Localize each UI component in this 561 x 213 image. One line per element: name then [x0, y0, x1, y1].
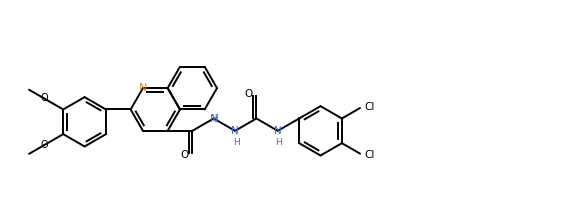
Text: O: O — [180, 150, 188, 160]
Text: N: N — [274, 126, 282, 136]
Text: N: N — [231, 126, 239, 136]
Text: O: O — [40, 140, 48, 150]
Text: N: N — [139, 83, 147, 93]
Text: N: N — [210, 114, 218, 124]
Text: H: H — [275, 138, 282, 147]
Text: H: H — [211, 114, 218, 122]
Text: O: O — [245, 89, 252, 99]
Text: H: H — [233, 138, 240, 147]
Text: Cl: Cl — [364, 150, 374, 160]
Text: O: O — [40, 93, 48, 103]
Text: Cl: Cl — [364, 102, 374, 112]
